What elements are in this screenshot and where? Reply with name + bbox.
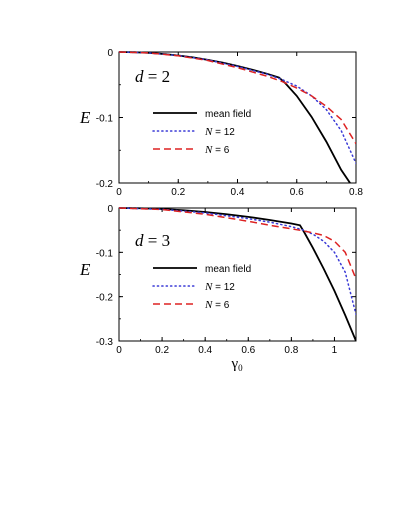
dimension-annotation: d = 3 xyxy=(135,231,170,250)
y-tick-label: -0.2 xyxy=(96,293,114,304)
legend-label: N = 6 xyxy=(204,299,230,311)
dimension-annotation: d = 2 xyxy=(135,67,170,86)
y-axis-label: E xyxy=(79,260,91,279)
x-axis-label-subscript: 0 xyxy=(238,363,243,373)
annotation-val: 2 xyxy=(162,67,171,86)
x-tick-label: 0.6 xyxy=(241,345,255,356)
x-tick-label: 1 xyxy=(332,345,338,356)
y-tick-label: -0.1 xyxy=(96,114,114,125)
series-line-n-6 xyxy=(119,207,356,280)
x-tick-label: 0.8 xyxy=(349,187,363,198)
y-tick-label: -0.1 xyxy=(96,248,114,259)
x-tick-label: 0.8 xyxy=(284,345,298,356)
x-tick-label: 0.4 xyxy=(198,345,212,356)
series-line-n-12 xyxy=(119,51,356,165)
y-tick-label: 0 xyxy=(107,48,113,59)
x-tick-label: 0 xyxy=(116,345,122,356)
x-axis-label: γ0 xyxy=(231,356,244,373)
legend-label-value: = 12 xyxy=(212,127,235,138)
legend-label: mean field xyxy=(205,109,251,120)
legend-label-var: N xyxy=(204,281,213,293)
legend-label: N = 6 xyxy=(204,144,230,156)
series-line-n-6 xyxy=(119,51,356,145)
x-tick-label: 0.4 xyxy=(231,187,245,198)
y-tick-label: -0.3 xyxy=(96,337,114,348)
x-tick-label: 0 xyxy=(116,187,122,198)
y-tick-label: 0 xyxy=(107,204,113,215)
annotation-var: d xyxy=(135,67,144,86)
x-axis-label-main: γ xyxy=(231,356,239,372)
x-tick-label: 0.2 xyxy=(171,187,185,198)
legend-label: N = 12 xyxy=(204,281,235,293)
legend-label-value: = 12 xyxy=(212,282,235,293)
legend-label-var: N xyxy=(204,299,213,311)
legend-label-value: = 6 xyxy=(212,300,229,311)
chart-panel-1: 0 0.2 0.4 0.6 0.8 0 -0.1 -0.2 Ed = 2 mean field N … xyxy=(79,48,363,198)
y-axis-label: E xyxy=(79,108,91,127)
legend-label: mean field xyxy=(205,264,251,275)
legend-label-var: N xyxy=(204,144,213,156)
x-tick-label: 0.2 xyxy=(155,345,169,356)
legend-label-var: N xyxy=(204,126,213,138)
legend-label-value: = 6 xyxy=(212,145,229,156)
annotation-var: d xyxy=(135,231,144,250)
annotation-eq: = xyxy=(144,231,162,250)
x-tick-label: 0.6 xyxy=(290,187,304,198)
series-line-n-12 xyxy=(119,207,356,316)
annotation-val: 3 xyxy=(162,231,171,250)
y-tick-label: -0.2 xyxy=(96,179,114,190)
annotation-eq: = xyxy=(144,67,162,86)
legend-label: N = 12 xyxy=(204,126,235,138)
